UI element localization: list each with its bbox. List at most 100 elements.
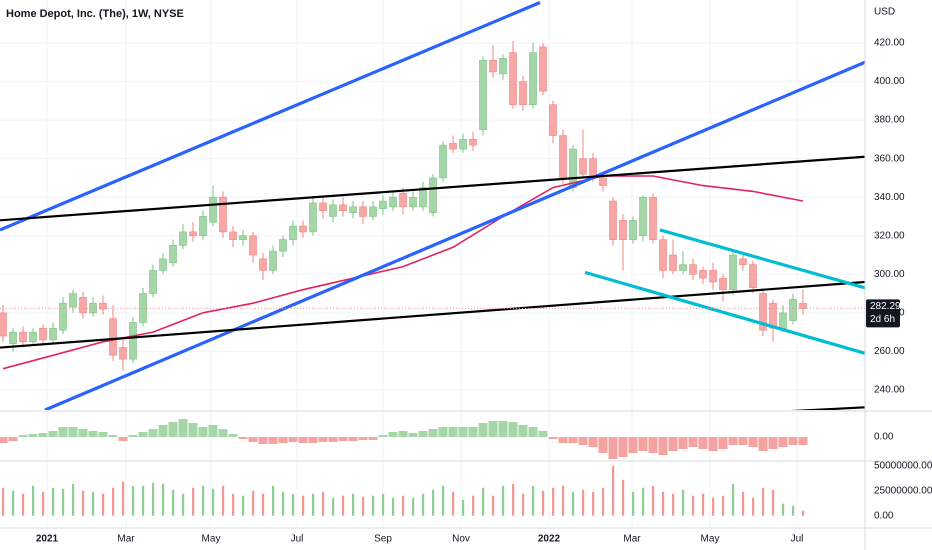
candle-body [759, 293, 767, 331]
candle-body [519, 81, 527, 105]
volume-bar [342, 495, 345, 516]
candle-body [109, 318, 117, 356]
y-tick-label: 340.00 [874, 192, 905, 203]
histogram-bar [258, 437, 268, 444]
candle-body [159, 258, 167, 271]
volume-bar [12, 490, 15, 516]
candle-body [79, 297, 87, 314]
histogram-bar [668, 437, 678, 451]
candle-body [599, 177, 607, 186]
volume-bar [312, 493, 315, 516]
histogram-bar [558, 437, 568, 443]
volume-bar [352, 493, 355, 516]
volume-bar [552, 487, 555, 516]
volume-bar [752, 497, 755, 516]
candle-body [709, 270, 717, 283]
histogram-bar [78, 429, 88, 437]
candle-body [169, 245, 177, 264]
candle-body [429, 177, 437, 213]
candle-body [489, 60, 497, 73]
volume-bar [642, 487, 645, 516]
candle-body [469, 139, 477, 146]
candle-body [639, 196, 647, 237]
axes: 2021 Mar May Jul Sep Nov 2022 Mar May Jul 240.00 26… [36, 38, 932, 545]
histogram-bar [158, 425, 168, 437]
histogram-bar [698, 437, 708, 449]
volume-bar [52, 487, 55, 516]
y-tick-label: 320.00 [874, 230, 905, 241]
volume-bar [512, 483, 515, 516]
histogram-bar [428, 429, 438, 437]
histogram-bar [488, 421, 498, 437]
trendline [584, 270, 865, 355]
trendline [44, 60, 865, 410]
y-tick-label: 360.00 [874, 153, 905, 164]
candle-body [269, 250, 277, 271]
histogram-bar [628, 437, 638, 453]
volume-bar [382, 493, 385, 516]
histogram-bar [208, 425, 218, 437]
volume-bar [542, 490, 545, 516]
histogram-bar [98, 432, 108, 437]
volume-bar [322, 491, 325, 516]
volume-bar [562, 485, 565, 516]
volume-bar [472, 495, 475, 516]
candle-body [419, 187, 427, 208]
histogram-bar [758, 437, 768, 451]
volume-bar [522, 493, 525, 516]
candle-body [139, 293, 147, 323]
volume-bar [482, 487, 485, 516]
y-tick-label: 260.00 [874, 346, 905, 357]
volume-bar [592, 491, 595, 516]
volume-bar [422, 493, 425, 516]
volume-bar [42, 491, 45, 516]
candle-body [99, 302, 107, 310]
candle-body [239, 235, 247, 240]
candle-body [559, 135, 567, 179]
candle-body [579, 158, 587, 175]
candle-body [129, 322, 137, 360]
volume-bar [402, 495, 405, 516]
candle-body [449, 142, 457, 150]
histogram-bar [768, 437, 778, 449]
volume-bar [22, 493, 25, 516]
volume-bar [602, 487, 605, 516]
histogram-pane [0, 419, 808, 459]
candle-body [679, 264, 687, 271]
candle-body [119, 347, 127, 360]
volume-bar [292, 493, 295, 516]
histogram-bar [778, 437, 788, 447]
volume-bar [112, 487, 115, 516]
histogram-bar [288, 437, 298, 442]
histogram-bar [18, 435, 28, 437]
candle-body [389, 196, 397, 208]
candle-body [329, 204, 337, 217]
histogram-bar [298, 437, 308, 443]
histogram-bar [68, 427, 78, 437]
histogram-bar [388, 432, 398, 437]
histogram-bar [198, 427, 208, 437]
histogram-bar [578, 437, 588, 445]
histogram-bar [538, 431, 548, 437]
volume-bar [682, 489, 685, 516]
candle-body [179, 231, 187, 246]
candle-body [789, 299, 797, 321]
volume-bar [32, 485, 35, 516]
candle-body [49, 327, 57, 341]
x-tick-label: Jul [291, 534, 304, 545]
y-tick-label: 0.00 [874, 432, 894, 443]
histogram-bar [138, 432, 148, 437]
x-tick-label: May [701, 534, 720, 545]
volume-bar [92, 491, 95, 516]
histogram-bar [588, 437, 598, 447]
volume-bar [702, 493, 705, 516]
volume-bar [492, 495, 495, 516]
volume-bar [762, 487, 765, 516]
volume-bar [652, 485, 655, 516]
histogram-bar [168, 422, 178, 437]
candle-body [499, 58, 507, 75]
histogram-bar [378, 435, 388, 437]
volume-bar [452, 491, 455, 516]
trendline [659, 228, 865, 290]
histogram-bar [748, 437, 758, 447]
